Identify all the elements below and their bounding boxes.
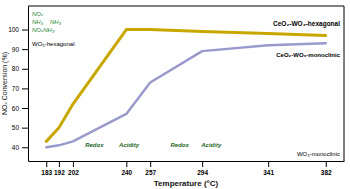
marks <box>46 30 325 148</box>
x-tick-mark <box>268 161 269 167</box>
x-tick-mark <box>73 161 74 167</box>
x-tick: 382 <box>321 161 332 176</box>
annotation: WO₃-monoclinic <box>297 151 340 157</box>
y-tick-mark <box>22 128 28 129</box>
annotation: NOₓ <box>32 11 44 17</box>
x-tick-label: 183 <box>41 169 52 176</box>
y-axis-line <box>28 7 29 162</box>
plot: 183192202 240 257 294 341 382 40 50 60 70 80 90 100 C… <box>8 6 344 176</box>
x-tick: 257 <box>145 161 156 176</box>
x-tick-label: 240 <box>121 169 132 176</box>
y-tick: 80 <box>12 65 28 72</box>
y-tick: 60 <box>12 105 28 112</box>
x-tick-mark <box>202 161 203 167</box>
x-tick-mark <box>59 161 60 167</box>
annotation: Redox <box>85 142 104 148</box>
y-tick-label: 40 <box>12 144 20 151</box>
series-line <box>46 30 325 142</box>
y-tick-mark <box>22 147 28 148</box>
labels: CeO₂-WO₃-monoclinic CeO₂-WO₃-hexagonal NOₓ… <box>32 11 341 157</box>
x-tick: 192 <box>54 161 65 176</box>
frame-top <box>28 6 344 7</box>
x-tick-mark <box>326 161 327 167</box>
x-tick: 202 <box>68 161 79 176</box>
y-tick-mark <box>22 30 28 31</box>
annotation: Acidity <box>118 142 140 148</box>
x-tick-label: 202 <box>68 169 79 176</box>
x-tick-mark <box>150 161 151 167</box>
annotation: Acidity <box>200 142 222 148</box>
y-tick-mark <box>22 69 28 70</box>
x-tick-label: 341 <box>263 169 274 176</box>
y-tick-label: 100 <box>8 26 19 33</box>
y-tick-label: 80 <box>12 65 20 72</box>
y-axis: 40 50 60 70 80 90 100 <box>8 7 28 162</box>
y-tick: 100 <box>8 26 28 33</box>
chart: 183192202 240 257 294 341 382 40 50 60 70 80 90 100 C… <box>0 0 350 189</box>
annotation: NH₃ <box>32 19 44 25</box>
y-tick-mark <box>22 88 28 89</box>
frame-right <box>344 6 345 161</box>
annotation: NOₓNH₃ <box>32 27 55 33</box>
x-tick-label: 192 <box>54 169 65 176</box>
y-tick-label: 60 <box>12 105 20 112</box>
x-tick-mark <box>46 161 47 167</box>
annotation: NH₃ <box>50 19 62 25</box>
x-tick-label: 294 <box>197 169 208 176</box>
y-tick-mark <box>22 108 28 109</box>
series-label: CeO₂-WO₃-monoclinic <box>276 52 340 58</box>
x-axis: 183192202 240 257 294 341 382 <box>29 161 345 176</box>
x-tick: 240 <box>121 161 132 176</box>
x-tick: 294 <box>197 161 208 176</box>
y-tick-label: 50 <box>12 124 20 131</box>
y-tick: 90 <box>12 46 28 53</box>
y-tick: 70 <box>12 85 28 92</box>
series-line <box>46 43 325 147</box>
x-tick: 183 <box>41 161 52 176</box>
y-tick: 40 <box>12 144 28 151</box>
x-axis-line <box>29 161 345 162</box>
x-tick-label: 257 <box>145 169 156 176</box>
annotation: Redox <box>171 142 190 148</box>
annotation: WO₃-hexagonal <box>32 41 74 47</box>
y-tick-label: 90 <box>12 46 20 53</box>
x-axis-title: Temperature (°C) <box>154 179 219 188</box>
y-tick: 50 <box>12 124 28 131</box>
x-tick-label: 382 <box>321 169 332 176</box>
y-tick-label: 70 <box>12 85 20 92</box>
x-tick-mark <box>126 161 127 167</box>
series-label: CeO₂-WO₃-hexagonal <box>273 20 340 28</box>
x-tick: 341 <box>263 161 274 176</box>
y-axis-title: NOₓ Conversion (%) <box>1 52 9 115</box>
y-tick-mark <box>22 49 28 50</box>
